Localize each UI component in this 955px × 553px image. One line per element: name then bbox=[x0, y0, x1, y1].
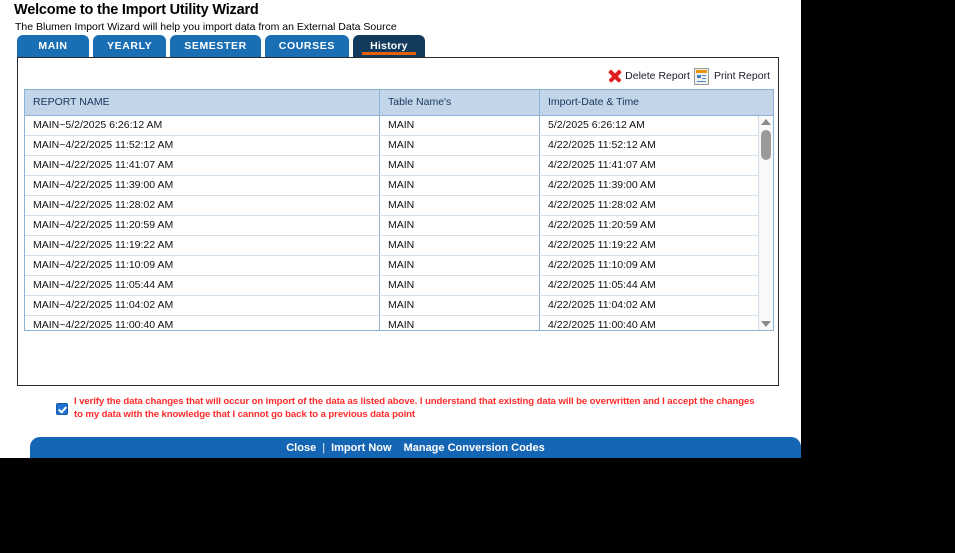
cell-report-name: MAIN~4/22/2025 11:00:40 AM bbox=[25, 316, 380, 330]
cell-report-name: MAIN~4/22/2025 11:20:59 AM bbox=[25, 216, 380, 235]
table-row[interactable]: MAIN~4/22/2025 11:52:12 AM MAIN 4/22/2025 … bbox=[25, 136, 773, 156]
cell-report-name: MAIN~4/22/2025 11:41:07 AM bbox=[25, 156, 380, 175]
column-header-import-datetime[interactable]: Import-Date & Time bbox=[548, 96, 640, 108]
cell-table-name: MAIN bbox=[380, 316, 540, 330]
cell-import-datetime: 4/22/2025 11:00:40 AM bbox=[548, 319, 656, 330]
cell-report-name: MAIN~4/22/2025 11:10:09 AM bbox=[25, 256, 380, 275]
scroll-up-arrow-icon[interactable] bbox=[761, 119, 771, 125]
cell-import-datetime: 4/22/2025 11:28:02 AM bbox=[548, 199, 656, 211]
cell-report-name: MAIN~4/22/2025 11:19:22 AM bbox=[25, 236, 380, 255]
table-row[interactable]: MAIN~4/22/2025 11:04:02 AM MAIN 4/22/2025 … bbox=[25, 296, 773, 316]
history-panel: Delete Report Print Report REPORT NAME bbox=[17, 57, 779, 386]
table-row[interactable]: MAIN~4/22/2025 11:20:59 AM MAIN 4/22/2025 … bbox=[25, 216, 773, 236]
import-now-button[interactable]: Import Now bbox=[331, 441, 392, 454]
cell-import-datetime: 4/22/2025 11:19:22 AM bbox=[548, 239, 656, 251]
cell-import-datetime: 4/22/2025 11:20:59 AM bbox=[548, 219, 656, 231]
bottom-bar-separator: | bbox=[322, 441, 326, 454]
cell-table-name: MAIN bbox=[380, 196, 540, 215]
table-row[interactable]: MAIN~4/22/2025 11:10:09 AM MAIN 4/22/2025 … bbox=[25, 256, 773, 276]
cell-report-name: MAIN~4/22/2025 11:52:12 AM bbox=[25, 136, 380, 155]
table-row[interactable]: MAIN~4/22/2025 11:39:00 AM MAIN 4/22/2025 … bbox=[25, 176, 773, 196]
history-table: REPORT NAME Table Name's Import-Date & T… bbox=[24, 89, 774, 331]
scroll-down-arrow-icon[interactable] bbox=[761, 321, 771, 327]
table-row[interactable]: MAIN~4/22/2025 11:28:02 AM MAIN 4/22/2025 … bbox=[25, 196, 773, 216]
cell-table-name: MAIN bbox=[380, 116, 540, 135]
table-row[interactable]: MAIN~4/22/2025 11:19:22 AM MAIN 4/22/2025 … bbox=[25, 236, 773, 256]
verify-checkbox[interactable] bbox=[56, 402, 68, 415]
tab-courses-label: COURSES bbox=[278, 40, 335, 52]
tab-main-label: MAIN bbox=[38, 40, 68, 52]
tab-history-label: History bbox=[370, 40, 408, 52]
cell-report-name: MAIN~4/22/2025 11:28:02 AM bbox=[25, 196, 380, 215]
table-row[interactable]: MAIN~4/22/2025 11:41:07 AM MAIN 4/22/2025 … bbox=[25, 156, 773, 176]
cell-import-datetime: 4/22/2025 11:04:02 AM bbox=[548, 299, 656, 311]
cell-import-datetime: 4/22/2025 11:39:00 AM bbox=[548, 179, 656, 191]
tab-semester-label: SEMESTER bbox=[184, 40, 247, 52]
page-subtitle: The Blumen Import Wizard will help you i… bbox=[15, 21, 397, 33]
cell-table-name: MAIN bbox=[380, 276, 540, 295]
active-tab-underline bbox=[361, 52, 416, 55]
red-x-icon bbox=[607, 69, 622, 84]
table-header-row: REPORT NAME Table Name's Import-Date & T… bbox=[25, 90, 773, 116]
cell-import-datetime: 4/22/2025 11:05:44 AM bbox=[548, 279, 656, 291]
cell-table-name: MAIN bbox=[380, 136, 540, 155]
cell-report-name: MAIN~4/22/2025 11:39:00 AM bbox=[25, 176, 380, 195]
print-report-label: Print Report bbox=[713, 70, 770, 82]
bottom-action-bar: Close | Import Now Manage Conversion Cod… bbox=[30, 437, 801, 458]
table-row[interactable]: MAIN~5/2/2025 6:26:12 AM MAIN 5/2/2025 6:2… bbox=[25, 116, 773, 136]
page-title: Welcome to the Import Utility Wizard bbox=[14, 2, 259, 18]
tab-courses[interactable]: COURSES bbox=[264, 35, 349, 57]
cell-import-datetime: 4/22/2025 11:52:12 AM bbox=[548, 139, 656, 151]
cell-import-datetime: 4/22/2025 11:10:09 AM bbox=[548, 259, 656, 271]
tab-history[interactable]: History bbox=[352, 35, 425, 57]
table-row[interactable]: MAIN~4/22/2025 11:05:44 AM MAIN 4/22/2025 … bbox=[25, 276, 773, 296]
cell-report-name: MAIN~4/22/2025 11:04:02 AM bbox=[25, 296, 380, 315]
cell-import-datetime: 4/22/2025 11:41:07 AM bbox=[548, 159, 656, 171]
cell-import-datetime: 5/2/2025 6:26:12 AM bbox=[548, 119, 645, 131]
cell-report-name: MAIN~5/2/2025 6:26:12 AM bbox=[25, 116, 380, 135]
cell-report-name: MAIN~4/22/2025 11:05:44 AM bbox=[25, 276, 380, 295]
panel-toolbar: Delete Report Print Report bbox=[607, 63, 770, 89]
cell-table-name: MAIN bbox=[380, 256, 540, 275]
scrollbar-thumb[interactable] bbox=[761, 130, 771, 160]
tab-main[interactable]: MAIN bbox=[17, 35, 89, 57]
report-document-icon bbox=[693, 67, 709, 85]
delete-report-button[interactable]: Delete Report bbox=[607, 69, 690, 84]
tab-yearly-label: YEARLY bbox=[107, 40, 153, 52]
table-body: MAIN~5/2/2025 6:26:12 AM MAIN 5/2/2025 6:2… bbox=[25, 116, 773, 330]
table-vertical-scrollbar[interactable] bbox=[758, 116, 773, 330]
delete-report-label: Delete Report bbox=[625, 70, 690, 82]
import-wizard-page: Welcome to the Import Utility Wizard The… bbox=[0, 0, 801, 458]
cell-table-name: MAIN bbox=[380, 216, 540, 235]
verify-text: I verify the data changes that will occu… bbox=[74, 396, 755, 420]
manage-conversion-codes-button[interactable]: Manage Conversion Codes bbox=[403, 441, 545, 454]
column-header-table-name[interactable]: Table Name's bbox=[380, 90, 540, 115]
print-report-button[interactable]: Print Report bbox=[693, 67, 770, 85]
tab-semester[interactable]: SEMESTER bbox=[170, 35, 261, 57]
cell-table-name: MAIN bbox=[380, 296, 540, 315]
close-button[interactable]: Close bbox=[286, 441, 317, 454]
column-header-report-name[interactable]: REPORT NAME bbox=[25, 90, 380, 115]
table-row[interactable]: MAIN~4/22/2025 11:00:40 AM MAIN 4/22/2025 … bbox=[25, 316, 773, 330]
cell-table-name: MAIN bbox=[380, 176, 540, 195]
tab-yearly[interactable]: YEARLY bbox=[93, 35, 167, 57]
cell-table-name: MAIN bbox=[380, 236, 540, 255]
tab-bar: MAIN YEARLY SEMESTER COURSES History bbox=[17, 35, 429, 57]
verify-consent: I verify the data changes that will occu… bbox=[56, 396, 756, 421]
cell-table-name: MAIN bbox=[380, 156, 540, 175]
